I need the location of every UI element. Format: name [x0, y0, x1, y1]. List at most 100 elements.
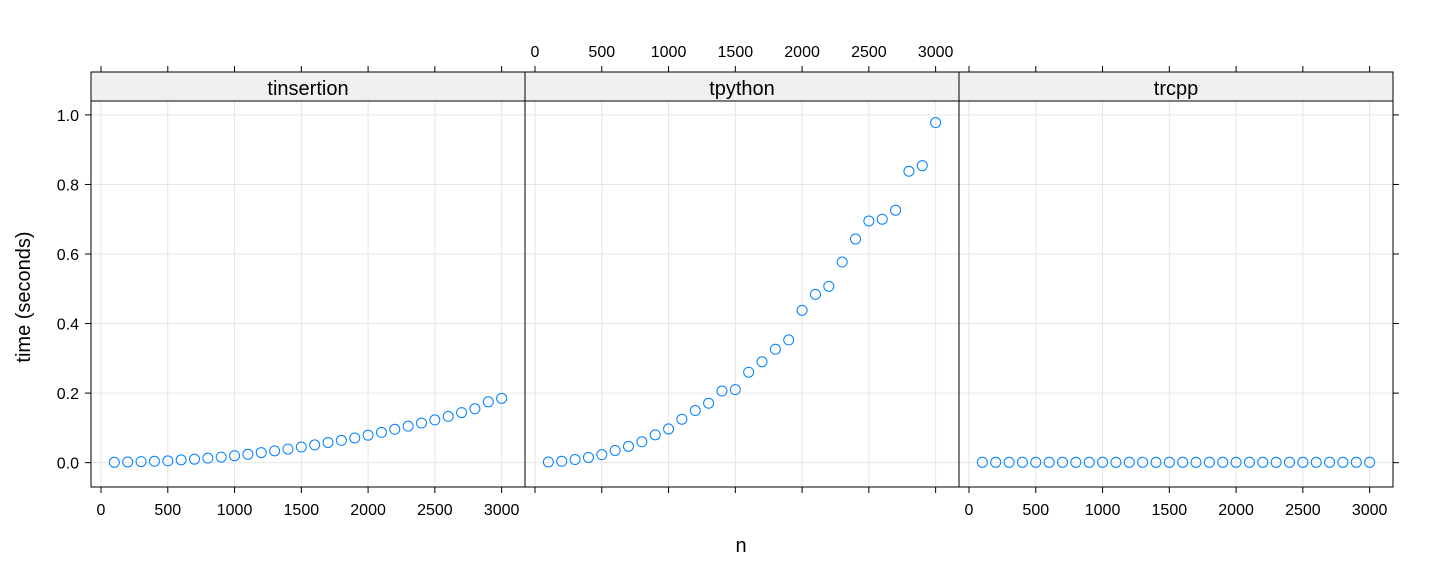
- data-point: [1123, 456, 1135, 468]
- data-point: [729, 384, 741, 396]
- data-point: [703, 397, 715, 409]
- data-point: [663, 423, 675, 435]
- data-point: [135, 456, 147, 468]
- data-point: [876, 213, 888, 225]
- data-point: [202, 452, 214, 464]
- x-tick-label: 1500: [718, 44, 754, 61]
- data-point: [1163, 456, 1175, 468]
- x-tick-label: 2500: [417, 502, 453, 519]
- data-point: [809, 288, 821, 300]
- x-tick-label: 2000: [1218, 502, 1254, 519]
- x-tick-label: 2500: [1285, 502, 1321, 519]
- x-tick-label: 500: [154, 502, 181, 519]
- data-point: [242, 448, 254, 460]
- data-point: [162, 455, 174, 467]
- data-point: [482, 396, 494, 408]
- data-point: [689, 404, 701, 416]
- x-tick-label: 1000: [651, 44, 687, 61]
- strip-tinsertion: [90, 71, 526, 102]
- strip-label: tpython: [709, 78, 775, 100]
- data-point: [1110, 456, 1122, 468]
- data-point: [743, 366, 755, 378]
- y-tick-label: 0.8: [57, 177, 79, 194]
- data-point: [1230, 456, 1242, 468]
- x-tick-label: 1000: [1085, 502, 1121, 519]
- x-tick-label: 3000: [484, 502, 520, 519]
- grid-layer: [91, 101, 1393, 487]
- data-point: [676, 413, 688, 425]
- points-layer: [108, 117, 1376, 468]
- x-tick-label: 3000: [1352, 502, 1388, 519]
- data-point: [375, 426, 387, 438]
- x-tick-label: 0: [531, 44, 540, 61]
- x-tick-label: 1000: [217, 502, 253, 519]
- x-tick-label: 1500: [284, 502, 320, 519]
- data-point: [122, 456, 134, 468]
- x-tick-label: 500: [1022, 502, 1049, 519]
- strip-label: trcpp: [1154, 78, 1198, 100]
- data-point: [1297, 456, 1309, 468]
- strips-layer: tinsertion tpython trcpp: [90, 71, 1394, 102]
- data-point: [622, 440, 634, 452]
- data-point: [362, 429, 374, 441]
- x-axis-label: n: [735, 535, 746, 557]
- data-point: [1003, 456, 1015, 468]
- data-point: [836, 256, 848, 268]
- data-point: [496, 392, 508, 404]
- data-point: [175, 454, 187, 466]
- y-tick-label: 1.0: [57, 108, 79, 125]
- data-point: [1217, 456, 1229, 468]
- data-point: [636, 436, 648, 448]
- data-point: [229, 450, 241, 462]
- x-tick-label: 500: [588, 44, 615, 61]
- data-point: [1337, 456, 1349, 468]
- data-point: [756, 356, 768, 368]
- data-point: [456, 407, 468, 419]
- data-point: [582, 451, 594, 463]
- data-point: [1083, 456, 1095, 468]
- data-point: [108, 456, 120, 468]
- data-point: [596, 449, 608, 461]
- data-point: [402, 420, 414, 432]
- data-point: [416, 417, 428, 429]
- panel-frame: [524, 100, 960, 488]
- x-tick-label: 2000: [784, 44, 820, 61]
- data-point: [322, 436, 334, 448]
- data-point: [148, 455, 160, 467]
- y-tick-label: 0.2: [57, 386, 79, 403]
- data-point: [349, 432, 361, 444]
- data-point: [442, 410, 454, 422]
- data-point: [1203, 456, 1215, 468]
- data-point: [716, 385, 728, 397]
- data-point: [649, 429, 661, 441]
- data-point: [1243, 456, 1255, 468]
- data-point: [850, 233, 862, 245]
- data-point: [930, 117, 942, 129]
- y-tick-label: 0.0: [57, 456, 79, 473]
- x-tick-label: 0: [965, 502, 974, 519]
- data-point: [1270, 456, 1282, 468]
- data-point: [215, 451, 227, 463]
- data-point: [903, 165, 915, 177]
- data-point: [863, 215, 875, 227]
- data-point: [823, 280, 835, 292]
- data-point: [990, 456, 1002, 468]
- data-point: [1056, 456, 1068, 468]
- data-point: [469, 403, 481, 415]
- data-point: [1043, 456, 1055, 468]
- ticks-layer: 0 500 1000 1500 2000 2500 3000 0 500 1000 1500 2000…: [57, 44, 1399, 519]
- data-point: [1070, 456, 1082, 468]
- data-point: [1350, 456, 1362, 468]
- data-point: [269, 445, 281, 457]
- data-point: [1190, 456, 1202, 468]
- data-point: [188, 453, 200, 465]
- data-point: [1177, 456, 1189, 468]
- data-point: [335, 434, 347, 446]
- y-tick-label: 0.4: [57, 317, 79, 334]
- y-axis-label: time (seconds): [13, 231, 35, 362]
- data-point: [1284, 456, 1296, 468]
- data-point: [916, 160, 928, 172]
- data-point: [255, 447, 267, 459]
- data-point: [783, 334, 795, 346]
